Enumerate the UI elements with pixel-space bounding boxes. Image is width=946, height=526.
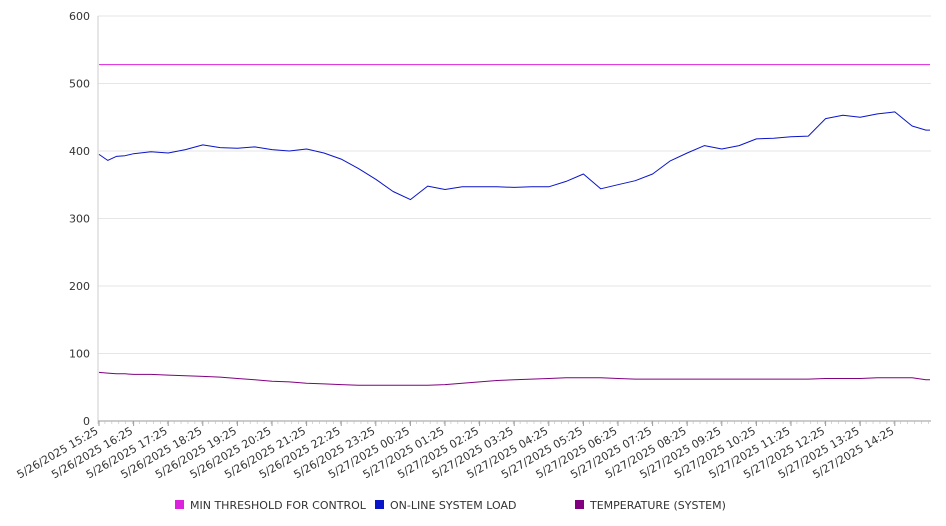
- legend-label: ON-LINE SYSTEM LOAD: [390, 499, 516, 512]
- legend: MIN THRESHOLD FOR CONTROL ON-LINE SYSTEM …: [175, 499, 726, 512]
- y-tick-label: 100: [69, 348, 90, 361]
- legend-swatch: [375, 500, 384, 509]
- gridlines: [98, 15, 931, 354]
- y-tick-label: 500: [69, 78, 90, 91]
- y-tick-label: 400: [69, 145, 90, 158]
- legend-swatch: [175, 500, 184, 509]
- x-axis-ticks: 5/26/2025 15:255/26/2025 16:255/26/2025 …: [15, 421, 896, 481]
- series-lines: [98, 64, 930, 386]
- y-tick-label: 0: [83, 415, 90, 428]
- y-tick-label: 200: [69, 280, 90, 293]
- legend-label: TEMPERATURE (SYSTEM): [589, 499, 726, 512]
- legend-item: MIN THRESHOLD FOR CONTROL: [175, 499, 367, 512]
- axes: [97, 16, 931, 424]
- y-tick-label: 600: [69, 10, 90, 23]
- series-line-on-line-system-load: [98, 111, 930, 201]
- y-axis-ticks: 0 100 200 300 400 500 600: [69, 10, 90, 428]
- legend-item: TEMPERATURE (SYSTEM): [575, 499, 726, 512]
- legend-item: ON-LINE SYSTEM LOAD: [375, 499, 516, 512]
- y-tick-label: 300: [69, 213, 90, 226]
- legend-label: MIN THRESHOLD FOR CONTROL: [190, 499, 367, 512]
- series-line-temperature-system: [98, 371, 930, 386]
- legend-swatch: [575, 500, 584, 509]
